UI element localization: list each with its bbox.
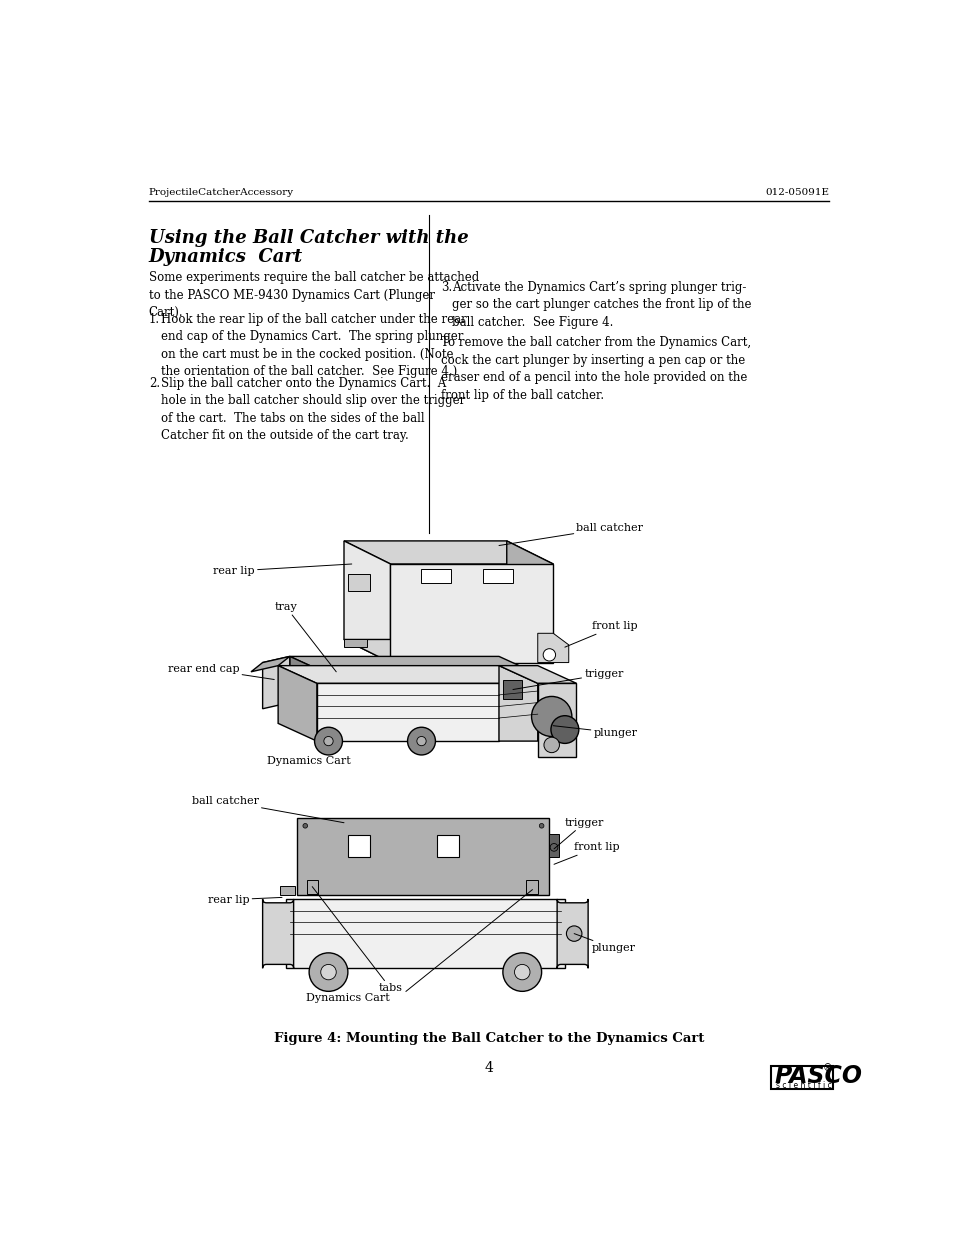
Circle shape xyxy=(320,965,335,979)
Text: Dynamics Cart: Dynamics Cart xyxy=(267,756,351,766)
Text: trigger: trigger xyxy=(513,669,623,689)
Circle shape xyxy=(542,648,555,661)
Text: front lip: front lip xyxy=(564,621,637,647)
Circle shape xyxy=(502,953,541,992)
Text: 2.: 2. xyxy=(149,377,160,390)
FancyBboxPatch shape xyxy=(557,899,587,968)
Text: PASCO: PASCO xyxy=(773,1065,862,1088)
Polygon shape xyxy=(251,656,290,672)
Text: front lip: front lip xyxy=(554,842,619,864)
FancyBboxPatch shape xyxy=(307,879,318,894)
FancyBboxPatch shape xyxy=(262,899,294,968)
Text: tray: tray xyxy=(274,603,335,672)
Polygon shape xyxy=(262,656,290,709)
FancyBboxPatch shape xyxy=(421,569,451,583)
Text: Figure 4: Mounting the Ball Catcher to the Dynamics Cart: Figure 4: Mounting the Ball Catcher to t… xyxy=(274,1032,703,1045)
Polygon shape xyxy=(498,666,576,683)
Circle shape xyxy=(531,697,571,736)
Circle shape xyxy=(407,727,435,755)
Polygon shape xyxy=(344,541,390,662)
Circle shape xyxy=(323,736,333,746)
Polygon shape xyxy=(502,679,521,699)
Text: Using the Ball Catcher with the: Using the Ball Catcher with the xyxy=(149,228,468,247)
Circle shape xyxy=(550,716,578,743)
FancyBboxPatch shape xyxy=(297,818,549,895)
Text: Activate the Dynamics Cart’s spring plunger trig-
ger so the cart plunger catche: Activate the Dynamics Cart’s spring plun… xyxy=(452,280,751,329)
Circle shape xyxy=(538,824,543,829)
Polygon shape xyxy=(316,683,498,741)
FancyBboxPatch shape xyxy=(348,574,369,592)
Circle shape xyxy=(543,737,558,752)
Text: 1.: 1. xyxy=(149,312,160,326)
Circle shape xyxy=(314,727,342,755)
Text: 012-05091E: 012-05091E xyxy=(764,189,828,198)
Polygon shape xyxy=(278,666,316,741)
FancyBboxPatch shape xyxy=(483,569,513,583)
Circle shape xyxy=(309,953,348,992)
Polygon shape xyxy=(344,541,553,564)
Text: Dynamics  Cart: Dynamics Cart xyxy=(149,248,303,267)
Text: ball catcher: ball catcher xyxy=(498,522,643,546)
Text: ®: ® xyxy=(821,1063,831,1073)
Text: 4: 4 xyxy=(484,1061,493,1076)
Polygon shape xyxy=(290,656,328,703)
Text: Slip the ball catcher onto the Dynamics Cart.  A
hole in the ball catcher should: Slip the ball catcher onto the Dynamics … xyxy=(161,377,465,442)
FancyBboxPatch shape xyxy=(348,835,369,857)
Polygon shape xyxy=(344,640,553,662)
Text: plunger: plunger xyxy=(574,934,636,953)
Circle shape xyxy=(303,824,307,829)
Circle shape xyxy=(566,926,581,941)
Text: rear lip: rear lip xyxy=(213,564,352,576)
Polygon shape xyxy=(537,683,576,757)
Circle shape xyxy=(514,965,530,979)
FancyBboxPatch shape xyxy=(279,885,294,895)
FancyBboxPatch shape xyxy=(436,835,458,857)
Text: s c i e n t i f i c: s c i e n t i f i c xyxy=(776,1081,831,1089)
Polygon shape xyxy=(506,541,553,662)
FancyBboxPatch shape xyxy=(525,879,537,894)
Text: Dynamics Cart: Dynamics Cart xyxy=(306,993,390,1003)
Text: Hook the rear lip of the ball catcher under the rear
end cap of the Dynamics Car: Hook the rear lip of the ball catcher un… xyxy=(161,312,466,378)
Text: Some experiments require the ball catcher be attached
to the PASCO ME-9430 Dynam: Some experiments require the ball catche… xyxy=(149,272,478,320)
Polygon shape xyxy=(344,640,367,647)
FancyBboxPatch shape xyxy=(549,834,558,857)
Polygon shape xyxy=(390,564,553,662)
Text: trigger: trigger xyxy=(554,818,603,848)
Circle shape xyxy=(416,736,426,746)
Text: rear lip: rear lip xyxy=(208,895,282,905)
Polygon shape xyxy=(537,634,568,662)
Polygon shape xyxy=(290,656,537,674)
FancyBboxPatch shape xyxy=(286,899,564,968)
Polygon shape xyxy=(498,666,537,741)
Text: plunger: plunger xyxy=(553,726,637,737)
Text: tabs: tabs xyxy=(312,887,402,993)
Text: ProjectileCatcherAccessory: ProjectileCatcherAccessory xyxy=(149,189,294,198)
Text: rear end cap: rear end cap xyxy=(168,663,274,679)
Text: 3.: 3. xyxy=(440,280,452,294)
Circle shape xyxy=(550,844,558,851)
Polygon shape xyxy=(278,666,537,683)
Text: ball catcher: ball catcher xyxy=(192,797,344,823)
Text: To remove the ball catcher from the Dynamics Cart,
cock the cart plunger by inse: To remove the ball catcher from the Dyna… xyxy=(440,336,750,401)
